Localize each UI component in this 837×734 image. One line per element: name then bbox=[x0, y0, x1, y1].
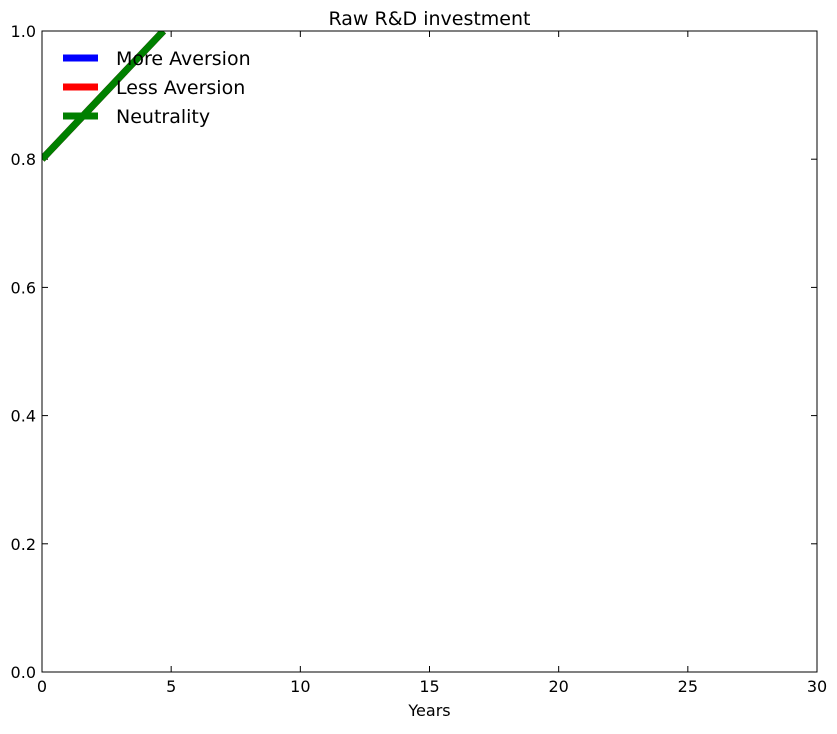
legend-label-neutrality: Neutrality bbox=[116, 106, 210, 128]
x-tick-label: 0 bbox=[37, 677, 47, 696]
plot-frame bbox=[41, 30, 818, 673]
y-tick-label: 0.0 bbox=[11, 663, 36, 682]
plot-background bbox=[42, 31, 817, 672]
x-tick-label: 20 bbox=[548, 677, 568, 696]
legend-label-less-aversion: Less Aversion bbox=[116, 77, 245, 99]
legend: More Aversion Less Aversion Neutrality bbox=[63, 48, 251, 128]
legend-label-more-aversion: More Aversion bbox=[116, 48, 251, 70]
chart-title: Raw R&D investment bbox=[329, 8, 531, 30]
x-tick-label: 15 bbox=[419, 677, 439, 696]
x-tick-label: 30 bbox=[807, 677, 827, 696]
series-lines bbox=[42, 31, 166, 162]
y-tick-label: 0.4 bbox=[11, 407, 36, 426]
x-tick-label: 25 bbox=[678, 677, 698, 696]
y-tick-label: 1.0 bbox=[11, 22, 36, 41]
y-tick-label: 0.2 bbox=[11, 535, 36, 554]
series-line-neutrality bbox=[42, 31, 166, 162]
x-tick-label: 5 bbox=[166, 677, 176, 696]
x-tick-label: 10 bbox=[290, 677, 310, 696]
x-axis-title: Years bbox=[407, 701, 450, 720]
y-tick-label: 0.8 bbox=[11, 150, 36, 169]
y-axis-ticks: 0.0 0.2 0.4 0.6 0.8 1.0 bbox=[11, 22, 817, 682]
y-tick-label: 0.6 bbox=[11, 278, 36, 297]
